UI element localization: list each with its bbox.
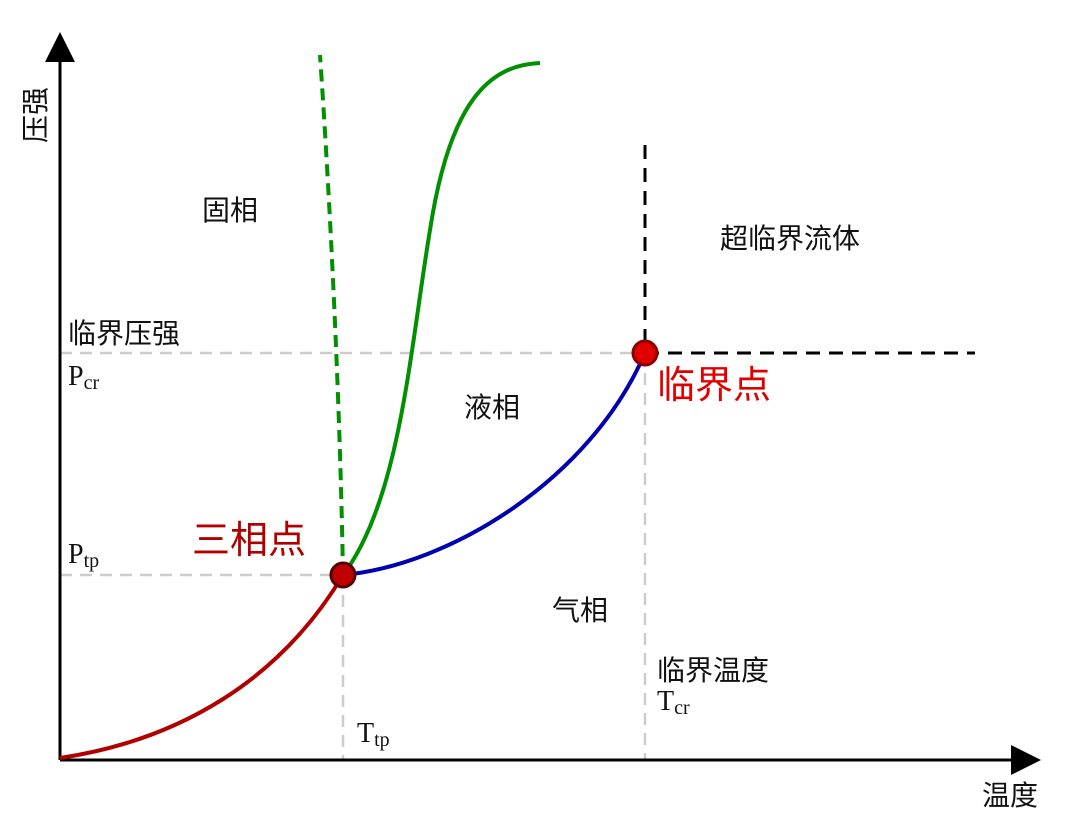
- region-label: 超临界流体: [720, 222, 860, 255]
- critical-pressure-label: 临界压强: [68, 317, 180, 350]
- symbol: P: [68, 361, 84, 392]
- triple-pressure-symbol: Ptp: [68, 539, 99, 572]
- vaporization-curve: [342, 352, 647, 577]
- melting-curve: [341, 61, 541, 577]
- subscript: tp: [84, 550, 100, 572]
- subscript: cr: [84, 372, 100, 394]
- x-axis-label: 温度: [982, 779, 1038, 812]
- critical-point: [631, 339, 659, 367]
- critical-point-label: 临界点: [657, 363, 771, 407]
- supercritical-boundary: [643, 145, 975, 355]
- region-label: 气相: [552, 594, 608, 627]
- triple-temperature-symbol: Ttp: [357, 718, 390, 751]
- y-axis-label: 压强: [19, 87, 52, 143]
- subscript: cr: [674, 697, 690, 719]
- triple-point: [329, 561, 357, 589]
- critical-pressure-symbol: Pcr: [68, 361, 99, 394]
- symbol: T: [657, 686, 674, 717]
- region-label: 液相: [464, 391, 520, 424]
- critical-temperature-label: 临界温度: [657, 654, 769, 687]
- region-label: 固相: [202, 194, 258, 227]
- symbol: P: [68, 539, 84, 570]
- symbol: T: [357, 718, 374, 749]
- sublimation-curve: [59, 573, 345, 760]
- subscript: tp: [374, 729, 390, 751]
- guide-lines: [60, 351, 647, 760]
- triple-point-label: 三相点: [192, 518, 306, 562]
- critical-temperature-symbol: Tcr: [657, 686, 690, 719]
- anomalous-melting-curve: [318, 54, 345, 576]
